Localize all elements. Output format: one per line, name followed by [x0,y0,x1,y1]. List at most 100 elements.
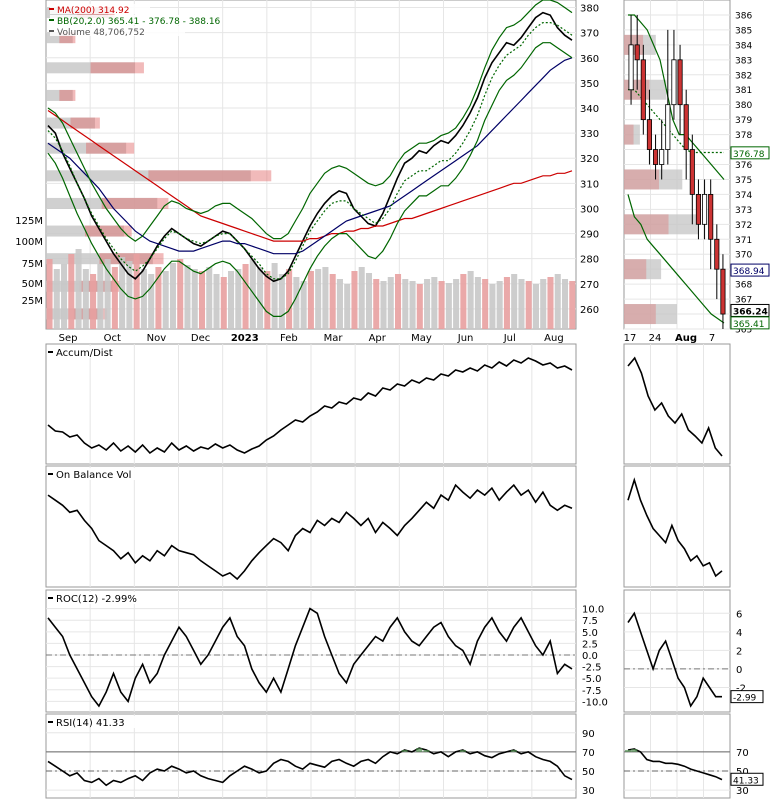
volume-bar [561,279,569,329]
volume-bar [300,281,307,329]
rsi-zoom-tick-label: 30 [736,786,749,797]
volume-bar [511,274,518,329]
zoom-candle-body [665,104,671,150]
x-axis-label: May [411,333,432,344]
volume-bar [336,279,343,329]
roc-label: ROC(12) -2.99% [56,594,137,605]
volume-profile-red [99,253,164,265]
volume-bar [271,263,278,329]
rsi-overbought-fill [510,749,517,752]
zoom-bb-lower [627,194,725,324]
zoom-price-tick: 380 [735,101,752,111]
zoom-price-tick: 378 [735,131,752,141]
volume-bar [61,264,68,329]
volume-bar [387,277,394,329]
volume-profile-red [59,89,76,101]
volume-bar [460,274,467,329]
volume-tick-label: 50M [22,279,43,290]
volume-bar [286,269,293,329]
series-price [47,11,573,283]
roc-tick-label: 5.0 [582,628,598,639]
series-ma200 [47,110,573,242]
price-tick-label: 380 [580,4,599,15]
volume-bar [228,271,235,329]
volume-bar [162,271,169,329]
volume-profile-gray [46,225,124,237]
zoom-value-box [730,146,770,160]
price-tick-label: 260 [580,305,599,316]
volume-profile-red [84,225,132,237]
zoom-price-tick: 367 [735,296,752,306]
volume-bar [235,269,242,329]
legend-entry: Volume 48,706,752 [57,28,145,38]
volume-bar [97,264,104,329]
volume-bar [503,277,510,329]
volume-profile-gray [46,253,153,265]
rsi-tick-label: 90 [582,729,595,740]
volume-bar [278,274,285,329]
volume-bar [206,267,213,329]
volume-bar [351,271,358,329]
volume-profile-gray [46,170,251,182]
volume-bar [416,284,423,329]
accum-dist-label: Accum/Dist [56,348,113,359]
price-tick-label: 330 [580,129,599,140]
zoom-candle-body [677,59,683,106]
legend-entry: MA(200) 314.92 [57,6,129,16]
series-bb_mid [47,22,573,280]
volume-profile-red [101,197,169,209]
price-tick-label: 340 [580,104,599,115]
zoom-price-tick: 372 [735,221,752,231]
volume-bar [257,267,264,329]
volume-bar [53,269,60,329]
volume-bar [322,267,329,329]
zoom-x-label: 7 [709,333,715,344]
volume-tick-label: 75M [22,259,43,270]
zoom-price-tick: 373 [735,206,752,216]
zoom-volume-profile-gray [624,169,683,190]
volume-bar [547,277,554,329]
zoom-price-tick: 381 [735,86,752,96]
volume-bar [344,284,351,329]
volume-profile-red [90,62,144,74]
roc-tick-label: -7.5 [582,686,602,697]
zoom-price-tick: 374 [735,191,752,201]
volume-bar [482,279,489,329]
rsi-zoom-overbought-fill [625,749,631,752]
zoom-value-label: 376.78 [733,150,765,160]
x-axis-label: Oct [104,333,121,344]
zoom-value-box [730,316,770,330]
volume-bar [119,257,126,329]
zoom-price-tick: 368 [735,281,752,291]
price-tick-label: 310 [580,179,599,190]
volume-bar [68,254,75,329]
volume-bar [431,277,438,329]
zoom-volume-profile-red [624,214,669,235]
volume-profile-red [70,117,100,129]
roc-line [47,607,573,708]
zoom-candle-body [634,44,640,61]
accum-dist-zoom-line [627,356,723,457]
price-tick-label: 360 [580,54,599,65]
volume-bar [264,271,271,329]
price-tick-label: 320 [580,154,599,165]
volume-bar [373,279,380,329]
zoom-volume-profile-gray [624,304,677,325]
zoom-price-tick: 386 [735,11,752,21]
volume-profile-red [148,170,272,182]
volume-profile-gray [46,89,73,101]
roc-zoom-tick-label: -2 [736,683,746,694]
x-axis-label: Jul [503,333,516,344]
volume-profile-red [86,142,135,154]
volume-tick-label: 125M [15,216,43,227]
series-ma50 [47,57,573,255]
legend-bg [50,4,150,14]
rsi-value-label: 41.33 [733,776,759,786]
roc-value-box [730,690,764,704]
volume-bar [380,281,387,329]
zoom-value-label: 368.94 [733,267,765,277]
volume-profile-red [59,32,76,44]
volume-profile-gray [46,32,73,44]
rsi-overbought-fill [401,749,408,752]
volume-bar [75,249,82,329]
